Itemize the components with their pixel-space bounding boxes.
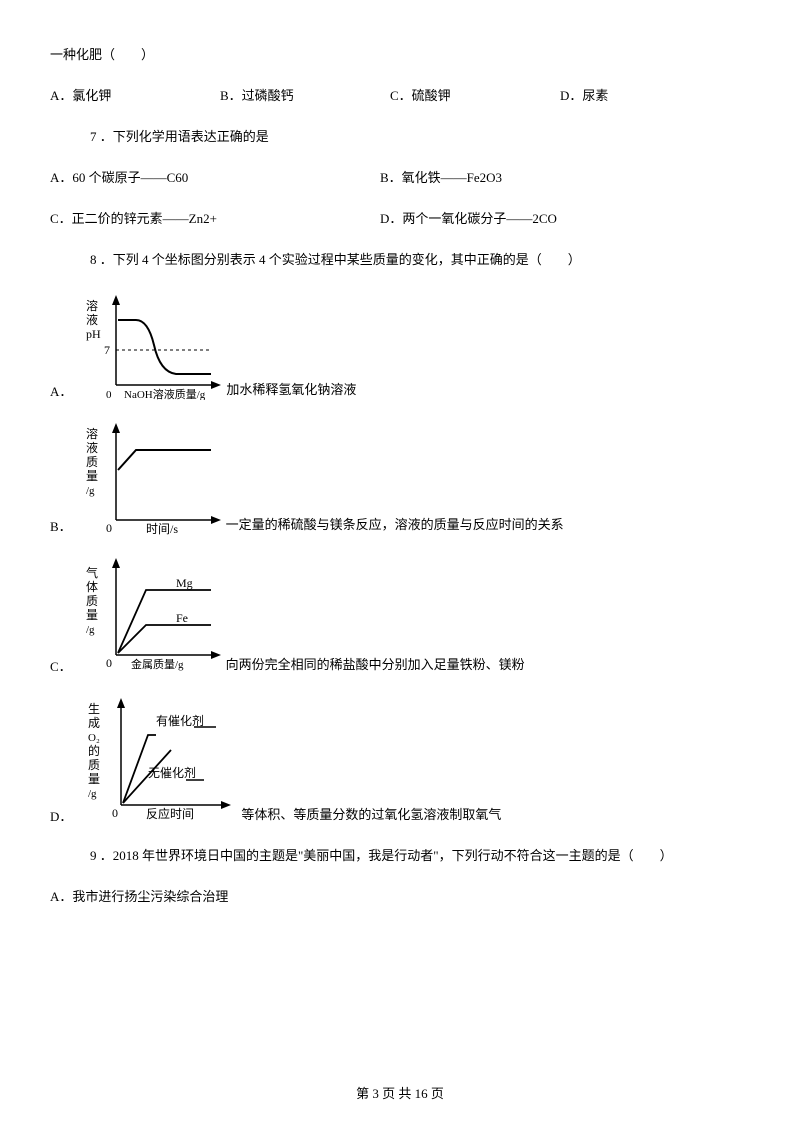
q6-opt-d: D．尿素 bbox=[560, 85, 730, 104]
svg-text:0: 0 bbox=[106, 521, 112, 535]
q7-opt-d: D．两个一氧化碳分子——2CO bbox=[380, 208, 710, 227]
svg-text:/g: /g bbox=[88, 788, 97, 800]
svg-text:时间/s: 时间/s bbox=[146, 522, 178, 535]
q6-options: A．氯化钾 B．过磷酸钙 C．硫酸钾 D．尿素 bbox=[50, 85, 750, 104]
q8-a-label: A． bbox=[50, 381, 72, 400]
q8-c-caption: 向两份完全相同的稀盐酸中分别加入足量铁粉、镁粉 bbox=[226, 654, 525, 675]
svg-text:液: 液 bbox=[86, 312, 98, 327]
svg-text:溶: 溶 bbox=[86, 298, 98, 313]
q6-stem: 一种化肥（ ） bbox=[50, 44, 750, 63]
svg-text:质: 质 bbox=[86, 594, 98, 608]
svg-text:无催化剂: 无催化剂 bbox=[148, 765, 196, 780]
q6-opt-a: A．氯化钾 bbox=[50, 85, 220, 104]
svg-text:溶: 溶 bbox=[86, 426, 98, 441]
q7-opt-a: A．60 个碳原子——C60 bbox=[50, 167, 380, 186]
q8-opt-a: A． 溶 液 pH 7 0 NaOH溶液质量/g 加水稀释氢氧化钠溶液 bbox=[50, 290, 750, 400]
page-footer: 第 3 页 共 16 页 bbox=[0, 1083, 800, 1102]
svg-text:质: 质 bbox=[88, 758, 100, 772]
q8-b-caption: 一定量的稀硫酸与镁条反应，溶液的质量与反应时间的关系 bbox=[226, 514, 564, 535]
q8-opt-d: D． 生 成 O₂ 的 质 量 /g 有催化剂 无催化剂 0 反应时间 等体积、… bbox=[50, 695, 750, 825]
svg-text:0: 0 bbox=[112, 806, 118, 820]
q7-opt-c: C．正二价的锌元素——Zn2+ bbox=[50, 208, 380, 227]
q8-opt-c: C． 气 体 质 量 /g Mg Fe 0 金属质量/g 向两份完全相同的稀盐酸… bbox=[50, 555, 750, 675]
svg-text:的: 的 bbox=[88, 743, 100, 758]
q8-d-caption: 等体积、等质量分数的过氧化氢溶液制取氧气 bbox=[241, 804, 501, 825]
svg-text:量: 量 bbox=[86, 608, 98, 622]
q6-opt-c: C．硫酸钾 bbox=[390, 85, 560, 104]
svg-text:反应时间: 反应时间 bbox=[146, 806, 194, 821]
q9-opt-a: A．我市进行扬尘污染综合治理 bbox=[50, 886, 750, 905]
q7-opt-b: B．氧化铁——Fe2O3 bbox=[380, 167, 710, 186]
svg-text:量: 量 bbox=[86, 469, 98, 483]
q7-stem: 7 ．下列化学用语表达正确的是 bbox=[50, 126, 750, 145]
svg-text:质: 质 bbox=[86, 455, 98, 469]
svg-text:Mg: Mg bbox=[176, 576, 193, 590]
q7-options-2: C．正二价的锌元素——Zn2+ D．两个一氧化碳分子——2CO bbox=[50, 208, 750, 227]
q8-opt-b: B． 溶 液 质 量 /g 0 时间/s 一定量的稀硫酸与镁条反应，溶液的质量与… bbox=[50, 420, 750, 535]
svg-text:O₂: O₂ bbox=[88, 732, 100, 744]
svg-text:金属质量/g: 金属质量/g bbox=[131, 657, 184, 671]
q8-c-label: C． bbox=[50, 656, 72, 675]
svg-text:NaOH溶液质量/g: NaOH溶液质量/g bbox=[124, 387, 206, 400]
q8-a-caption: 加水稀释氢氧化钠溶液 bbox=[226, 379, 356, 400]
graph-b-svg: 溶 液 质 量 /g 0 时间/s bbox=[76, 420, 226, 535]
svg-text:0: 0 bbox=[106, 389, 112, 400]
q8-stem: 8 ．下列 4 个坐标图分别表示 4 个实验过程中某些质量的变化，其中正确的是（… bbox=[50, 249, 750, 268]
svg-text:成: 成 bbox=[88, 716, 100, 730]
svg-text:/g: /g bbox=[86, 485, 95, 497]
svg-text:7: 7 bbox=[104, 343, 110, 357]
q8-b-label: B． bbox=[50, 516, 72, 535]
graph-d-svg: 生 成 O₂ 的 质 量 /g 有催化剂 无催化剂 0 反应时间 bbox=[76, 695, 241, 825]
graph-a-svg: 溶 液 pH 7 0 NaOH溶液质量/g bbox=[76, 290, 226, 400]
svg-text:体: 体 bbox=[86, 580, 98, 594]
svg-text:pH: pH bbox=[86, 327, 101, 341]
svg-text:/g: /g bbox=[86, 624, 95, 636]
q7-options-1: A．60 个碳原子——C60 B．氧化铁——Fe2O3 bbox=[50, 167, 750, 186]
svg-text:有催化剂: 有催化剂 bbox=[156, 713, 204, 728]
graph-c-svg: 气 体 质 量 /g Mg Fe 0 金属质量/g bbox=[76, 555, 226, 675]
svg-text:量: 量 bbox=[88, 772, 100, 786]
q8-d-label: D． bbox=[50, 806, 72, 825]
svg-text:液: 液 bbox=[86, 440, 98, 455]
svg-text:生: 生 bbox=[88, 702, 100, 716]
q9-stem: 9 ．2018 年世界环境日中国的主题是"美丽中国，我是行动者"，下列行动不符合… bbox=[50, 845, 750, 864]
svg-text:气: 气 bbox=[86, 565, 98, 580]
svg-text:Fe: Fe bbox=[176, 611, 188, 625]
q6-opt-b: B．过磷酸钙 bbox=[220, 85, 390, 104]
svg-text:0: 0 bbox=[106, 656, 112, 670]
